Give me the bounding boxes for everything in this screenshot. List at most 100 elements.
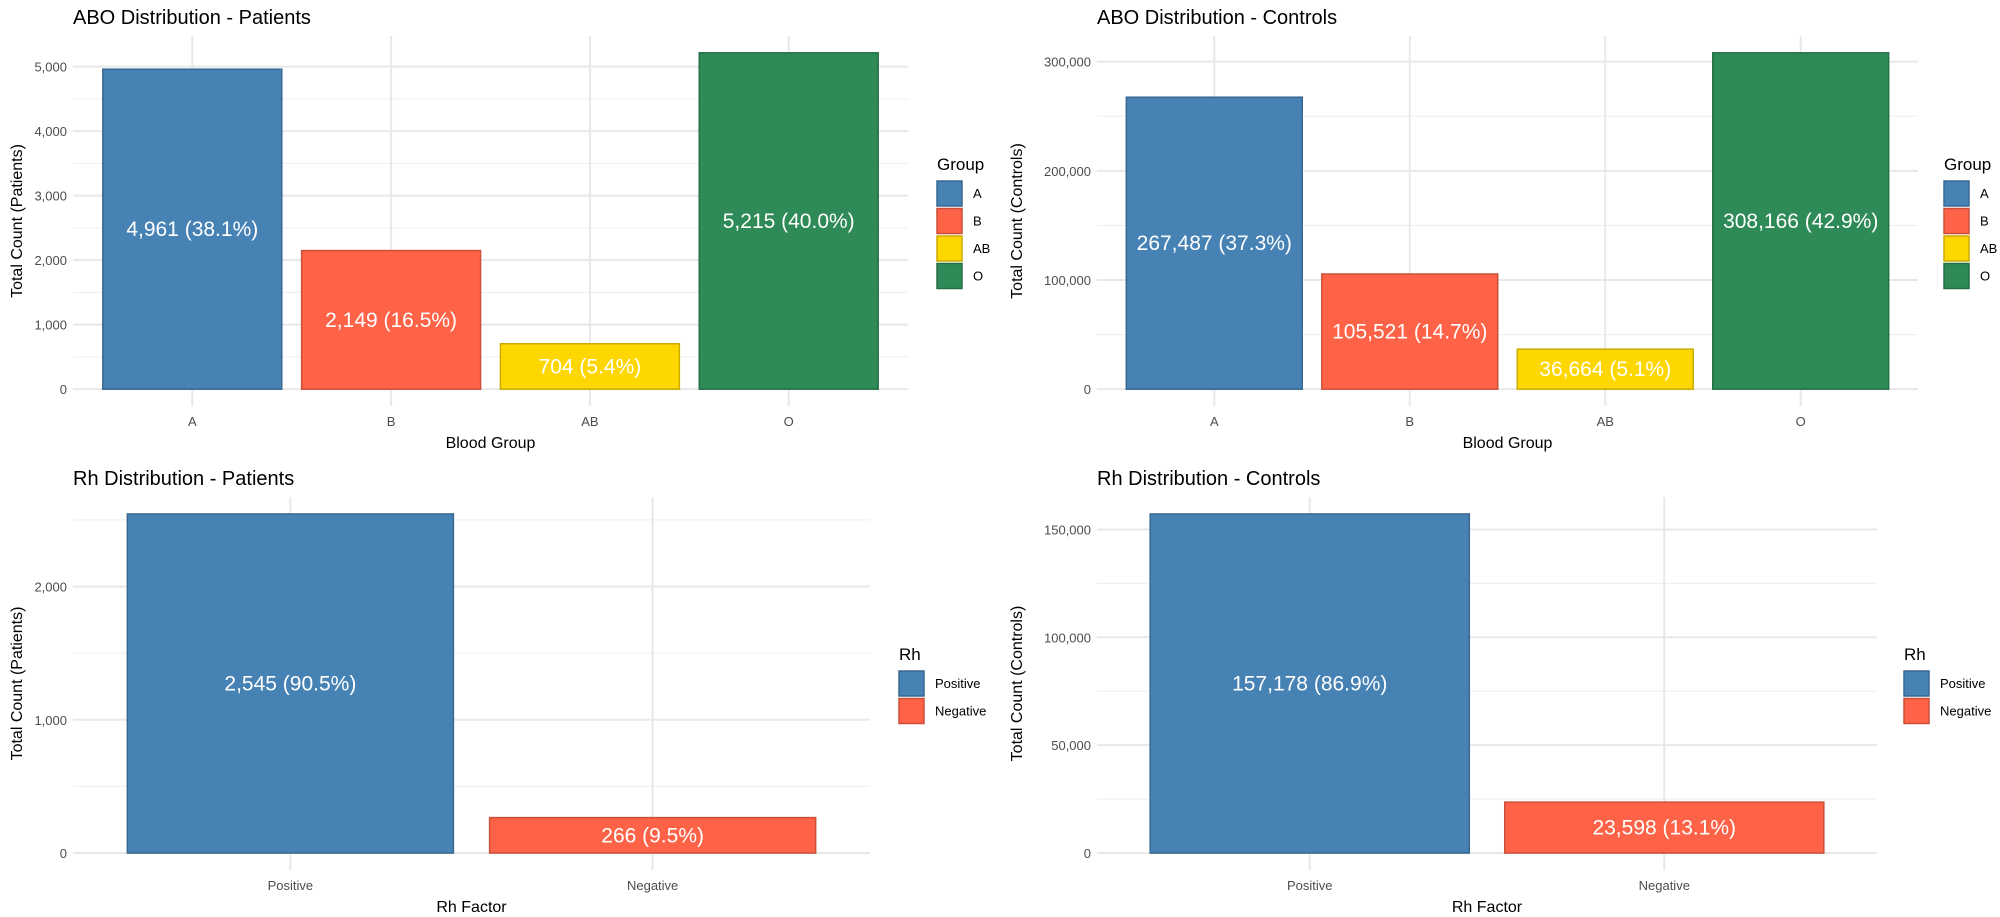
x-tick-label: B (387, 414, 396, 429)
bar-negative (1503, 801, 1825, 854)
y-tick-label: 5,000 (34, 60, 67, 75)
legend-key-ab (936, 235, 963, 262)
legend-label: Positive (1940, 676, 1986, 691)
chart-title: Rh Distribution - Patients (73, 468, 294, 490)
legend-key-o (936, 262, 963, 290)
y-axis-title: Total Count (Patients) (9, 607, 26, 761)
legend-label: Negative (935, 704, 986, 719)
bar-label: 36,664 (5.1%) (1539, 358, 1671, 381)
legend-label: B (973, 214, 982, 229)
y-tick-label: 0 (60, 382, 67, 397)
legend-key-ab (1943, 235, 1970, 262)
chart-panel-3: 2,545 (90.5%) 266 (9.5%) 0 1,000 2,000 Positi… (9, 468, 986, 916)
y-tick-label: 0 (60, 846, 67, 861)
y-axis-title: Total Count (Patients) (9, 144, 26, 298)
bar-ab (499, 343, 681, 390)
y-tick-label: 3,000 (34, 189, 67, 204)
legend-key-b (1943, 207, 1970, 235)
bar-label: 157,178 (86.9%) (1232, 673, 1387, 696)
bar-a (1125, 96, 1303, 390)
bar-label: 267,487 (37.3%) (1137, 232, 1292, 255)
x-tick-label: Negative (627, 878, 678, 893)
legend-label: Negative (1940, 704, 1991, 719)
legend: Group AB AB O (1943, 155, 1997, 290)
legend-label: B (1980, 214, 1989, 229)
y-tick-label: 50,000 (1051, 738, 1091, 753)
legend-label: A (1980, 186, 1989, 201)
bar-negative (488, 816, 817, 854)
bar-label: 266 (9.5%) (601, 824, 704, 847)
legend-key-positive (898, 670, 925, 697)
legend-key-a (1943, 180, 1970, 207)
x-tick-label: Positive (268, 878, 314, 893)
y-tick-label: 100,000 (1044, 273, 1091, 288)
x-tick-label: A (1210, 414, 1219, 429)
y-axis-title: Total Count (Controls) (1009, 606, 1026, 762)
chart-title: ABO Distribution - Patients (73, 7, 311, 29)
legend-title: Rh (899, 645, 921, 664)
chart-panel-4: 157,178 (86.9%) 23,598 (13.1%) 0 50,000 100,… (1009, 468, 1991, 916)
legend-title: Group (1944, 155, 1991, 174)
bar-label: 704 (5.4%) (539, 355, 642, 378)
bar-o (698, 52, 879, 390)
chart-panel-1: 4,961 (38.1%) 2,149 (16.5%) 704 (5.4%) 5,21… (9, 7, 990, 452)
chart-title: ABO Distribution - Controls (1097, 7, 1337, 29)
bar-a (102, 68, 283, 390)
legend-title: Group (937, 155, 984, 174)
x-tick-label: Positive (1287, 878, 1333, 893)
y-axis-title: Total Count (Controls) (1009, 143, 1026, 299)
legend-label: O (973, 269, 983, 284)
x-tick-label: B (1405, 414, 1414, 429)
bar-positive (1149, 513, 1471, 854)
bar-label: 2,545 (90.5%) (224, 673, 356, 696)
y-tick-label: 150,000 (1044, 522, 1091, 537)
legend-key-positive (1903, 670, 1930, 697)
legend-key-negative (898, 697, 925, 725)
bar-label: 308,166 (42.9%) (1723, 210, 1878, 233)
bar-label: 2,149 (16.5%) (325, 309, 457, 332)
x-tick-label: Negative (1639, 878, 1690, 893)
bar-label: 23,598 (13.1%) (1592, 817, 1736, 840)
bar-label: 5,215 (40.0%) (723, 210, 855, 233)
y-tick-label: 0 (1084, 382, 1091, 397)
legend: Group AB AB O (936, 155, 990, 290)
y-tick-label: 300,000 (1044, 55, 1091, 70)
y-tick-label: 100,000 (1044, 630, 1091, 645)
x-tick-label: O (1796, 414, 1806, 429)
x-axis-title: Rh Factor (436, 899, 507, 916)
x-axis-title: Blood Group (1463, 435, 1553, 452)
chart-panel-2: 267,487 (37.3%) 105,521 (14.7%) 36,664 (5.… (1009, 7, 1997, 452)
x-axis-title: Blood Group (446, 435, 536, 452)
legend-label: Positive (935, 676, 981, 691)
y-tick-label: 1,000 (34, 713, 67, 728)
bar-label: 105,521 (14.7%) (1332, 321, 1487, 344)
legend: Rh Positive Negative (898, 645, 986, 725)
x-tick-label: AB (1597, 414, 1614, 429)
legend-label: AB (973, 241, 990, 256)
x-axis-title: Rh Factor (1452, 899, 1523, 916)
x-tick-label: AB (581, 414, 598, 429)
bar-positive (126, 513, 455, 854)
y-tick-label: 1,000 (34, 318, 67, 333)
legend-key-o (1943, 262, 1970, 290)
legend: Rh Positive Negative (1903, 645, 1991, 725)
legend-label: A (973, 186, 982, 201)
bar-b (300, 249, 482, 390)
legend-key-b (936, 207, 963, 235)
legend-title: Rh (1904, 645, 1926, 664)
y-tick-label: 200,000 (1044, 164, 1091, 179)
bar-ab (1516, 348, 1694, 390)
chart-title: Rh Distribution - Controls (1097, 468, 1320, 490)
legend-label: AB (1980, 241, 1997, 256)
legend-key-negative (1903, 697, 1930, 725)
bar-b (1321, 273, 1499, 390)
x-tick-label: A (188, 414, 197, 429)
x-tick-label: O (784, 414, 794, 429)
y-tick-label: 2,000 (34, 580, 67, 595)
bar-label: 4,961 (38.1%) (126, 218, 258, 241)
bar-o (1712, 52, 1890, 390)
y-tick-label: 0 (1084, 846, 1091, 861)
legend-label: O (1980, 269, 1990, 284)
